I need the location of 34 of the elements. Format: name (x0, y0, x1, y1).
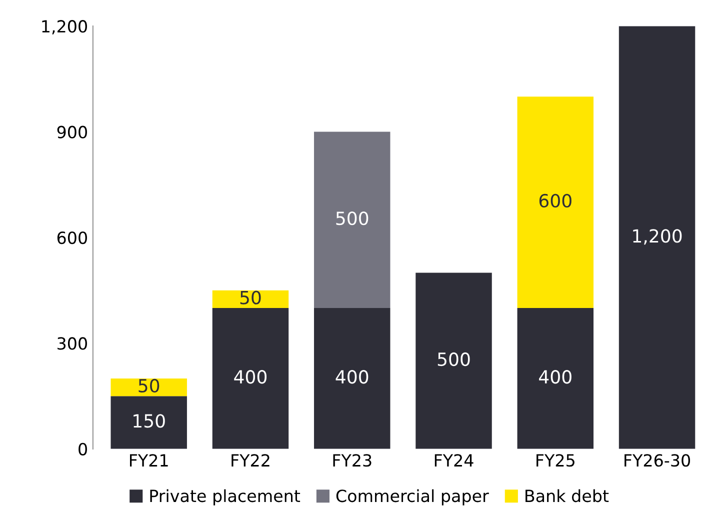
bar (618, 26, 696, 449)
data-label: 600 (539, 194, 572, 208)
data-label: 500 (336, 211, 368, 226)
data-label: 400 (336, 370, 368, 384)
x-tick-label: FY22 (232, 454, 270, 466)
x-tick-label: FY24 (434, 454, 474, 466)
legend-label: Bank debt (526, 489, 609, 502)
y-tick-label: 600 (57, 231, 87, 244)
y-tick-label: 300 (58, 337, 87, 350)
bar (517, 308, 594, 449)
data-label: 400 (539, 370, 572, 384)
y-tick-label: 1,200 (42, 20, 87, 34)
x-tick-label: FY25 (536, 454, 574, 467)
data-label: 50 (138, 378, 160, 392)
bar (416, 272, 492, 449)
bar (110, 378, 187, 396)
bar (212, 308, 289, 449)
legend-label: Commercial paper (336, 489, 489, 506)
x-tick-label: FY21 (130, 454, 168, 466)
bar (314, 132, 390, 308)
data-label: 1,200 (633, 229, 682, 245)
bar (110, 396, 187, 449)
x-tick-label: FY26-30 (624, 454, 690, 467)
bar (314, 308, 390, 449)
y-tick-label: 900 (57, 126, 87, 138)
bar (517, 96, 594, 308)
data-label: 400 (234, 370, 267, 384)
data-label: 500 (438, 352, 470, 366)
data-label: 50 (240, 290, 261, 304)
x-tick-label: FY23 (333, 454, 372, 467)
data-label: 150 (134, 414, 165, 428)
bar (212, 290, 289, 308)
legend-label: Private placement (150, 489, 300, 506)
y-tick-label: 0 (78, 442, 87, 456)
